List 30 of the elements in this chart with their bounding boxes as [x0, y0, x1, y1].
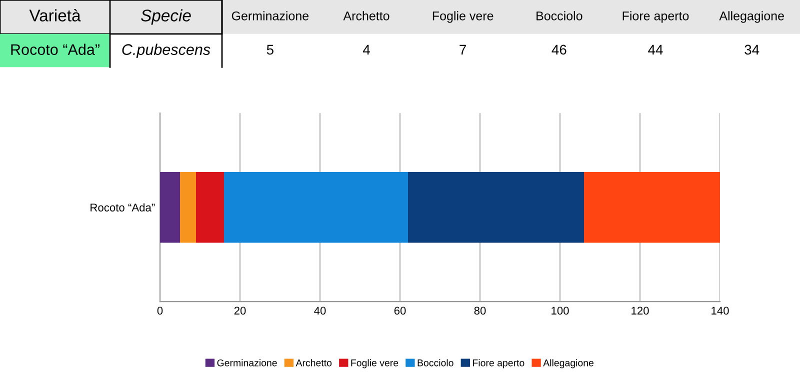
text: 4: [362, 44, 370, 54]
x-tick-label: 20: [234, 306, 246, 315]
text: Archetto: [343, 11, 390, 20]
text: Varietà: [29, 9, 81, 22]
text: Germinazione: [232, 11, 309, 20]
text: 5: [266, 44, 274, 55]
legend-label: Foglie vere: [351, 359, 398, 368]
legend-label: Fiore aperto: [473, 359, 524, 368]
text: 46: [552, 44, 566, 55]
text: Bocciolo: [536, 11, 582, 20]
text: Allegagione: [719, 11, 784, 23]
x-tick-label: 140: [712, 306, 729, 315]
text: Foglie vere: [432, 11, 494, 23]
legend-label: Archetto: [296, 359, 332, 366]
legend-label: Bocciolo: [418, 359, 454, 366]
text: Fiore aperto: [622, 11, 689, 23]
category-label: Rocoto “Ada”: [11, 44, 100, 55]
text: 44: [648, 44, 663, 54]
x-tick-label: 60: [394, 306, 406, 315]
text: 7: [460, 44, 466, 54]
legend-label: Germinazione: [217, 359, 277, 366]
text: C.pubescens: [122, 44, 210, 58]
x-tick-label: 120: [632, 306, 649, 315]
text: Specie: [140, 9, 191, 25]
legend-label: Allegagione: [543, 359, 594, 368]
x-tick-label: 100: [552, 306, 569, 315]
x-tick-label: 40: [314, 306, 326, 315]
text: 34: [744, 44, 760, 55]
x-tick-label: 80: [474, 306, 486, 315]
x-tick-label: 0: [157, 306, 163, 315]
